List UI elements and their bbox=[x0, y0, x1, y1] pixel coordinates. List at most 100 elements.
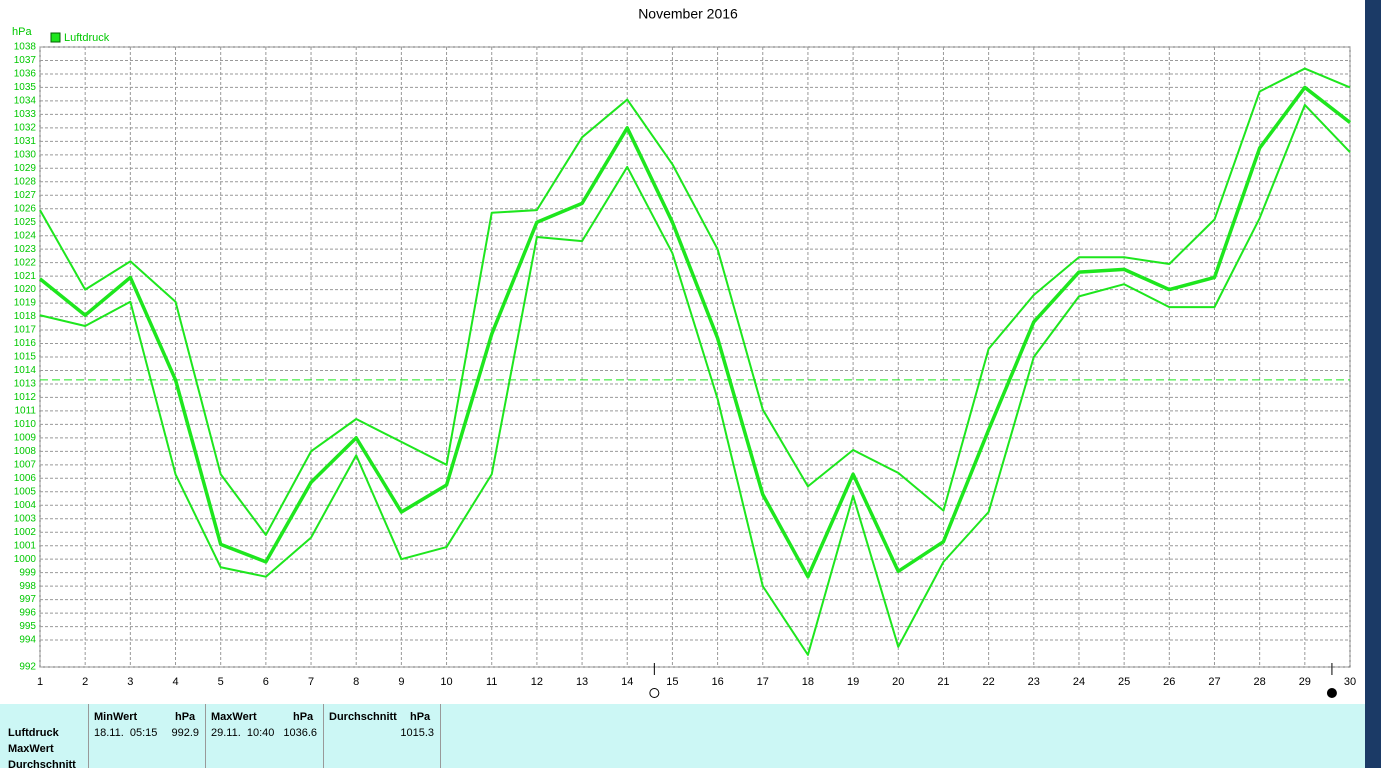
y-tick-label: 1001 bbox=[14, 540, 37, 551]
y-tick-label: 1019 bbox=[14, 298, 37, 309]
x-tick-label: 12 bbox=[531, 676, 543, 688]
moon-phase bbox=[649, 688, 660, 698]
y-tick-label: 1008 bbox=[14, 446, 37, 457]
stats-table: Luftdruck MaxWert Durchschnitt MinWert hPa 18… bbox=[0, 704, 1365, 771]
y-tick-label: 992 bbox=[19, 662, 36, 673]
y-tick-label: 1007 bbox=[14, 459, 37, 470]
y-tick-label: 1031 bbox=[14, 136, 37, 147]
range-line bbox=[39, 103, 1351, 656]
x-tick-label: 7 bbox=[308, 676, 314, 688]
x-tick-label: 19 bbox=[847, 676, 859, 688]
x-tick-label: 25 bbox=[1118, 676, 1130, 688]
y-tick-label: 1029 bbox=[14, 163, 37, 174]
column-unit: hPa bbox=[175, 711, 196, 723]
x-tick-label: 29 bbox=[1299, 676, 1311, 688]
chart: November 2016 hPa Luftdruck 992 994 995 996… bbox=[12, 6, 1356, 698]
y-tick-label: 1013 bbox=[14, 379, 37, 390]
y-tick-label: 1006 bbox=[14, 473, 37, 484]
y-tick-label: 1002 bbox=[14, 527, 37, 538]
y-tick-label: 994 bbox=[19, 635, 36, 646]
x-tick-label: 13 bbox=[576, 676, 588, 688]
x-tick-label: 21 bbox=[937, 676, 949, 688]
y-tick-label: 1033 bbox=[14, 109, 37, 120]
y-tick-label: 1018 bbox=[14, 311, 37, 322]
y-tick-label: 1038 bbox=[14, 42, 37, 53]
column-separator bbox=[205, 704, 206, 768]
x-tick-label: 30 bbox=[1344, 676, 1356, 688]
cell-value: 992.9 bbox=[171, 727, 199, 739]
y-tick-label: 1030 bbox=[14, 149, 37, 160]
x-tick-label: 17 bbox=[757, 676, 769, 688]
y-tick-label: 1022 bbox=[14, 257, 37, 268]
column-unit: hPa bbox=[293, 711, 314, 723]
x-tick-label: 5 bbox=[218, 676, 224, 688]
column-separator bbox=[88, 704, 89, 768]
x-tick-label: 23 bbox=[1028, 676, 1040, 688]
x-tick-label: 18 bbox=[802, 676, 814, 688]
y-tick-label: 1009 bbox=[14, 433, 37, 444]
y-tick-label: 1004 bbox=[14, 500, 37, 511]
y-axis-label: hPa bbox=[12, 26, 32, 38]
y-tick-label: 1034 bbox=[14, 96, 37, 107]
x-tick-label: 11 bbox=[486, 676, 497, 688]
x-tick-label: 4 bbox=[172, 676, 178, 688]
y-tick-label: 1032 bbox=[14, 123, 37, 134]
y-tick-label: 1020 bbox=[14, 284, 37, 295]
y-tick-label: 998 bbox=[19, 581, 36, 592]
y-tick-label: 1036 bbox=[14, 69, 37, 80]
x-tick-label: 2 bbox=[82, 676, 88, 688]
x-tick-label: 9 bbox=[398, 676, 404, 688]
column-separator bbox=[440, 704, 441, 768]
legend-swatch bbox=[50, 32, 61, 43]
window-edge bbox=[1365, 0, 1381, 768]
y-tick-label: 1003 bbox=[14, 513, 37, 524]
y-tick-label: 1023 bbox=[14, 244, 37, 255]
x-tick-label: 28 bbox=[1254, 676, 1266, 688]
y-tick-label: 1026 bbox=[14, 203, 37, 214]
y-tick-label: 1017 bbox=[14, 325, 37, 336]
moon-phase bbox=[1326, 688, 1337, 698]
cell-value: 1036.6 bbox=[283, 727, 317, 739]
x-tick-label: 15 bbox=[666, 676, 678, 688]
cell-time: 29.11. 10:40 bbox=[211, 727, 275, 739]
y-tick-label: 1015 bbox=[14, 352, 37, 363]
y-tick-label: 1012 bbox=[14, 392, 37, 403]
column-header: Durchschnitt bbox=[329, 711, 397, 723]
y-tick-label: 996 bbox=[19, 608, 36, 619]
x-tick-label: 27 bbox=[1208, 676, 1220, 688]
x-tick-label: 24 bbox=[1073, 676, 1085, 688]
chart-title: November 2016 bbox=[638, 6, 738, 22]
y-tick-label: 995 bbox=[19, 621, 36, 632]
legend-label: Luftdruck bbox=[64, 32, 110, 44]
cell-value: 1015.3 bbox=[400, 727, 434, 739]
cell-time: 18.11. 05:15 bbox=[94, 727, 158, 739]
y-tick-label: 1000 bbox=[14, 554, 37, 565]
x-tick-label: 16 bbox=[711, 676, 723, 688]
x-tick-label: 10 bbox=[440, 676, 452, 688]
x-tick-label: 14 bbox=[621, 676, 633, 688]
y-tick-label: 1024 bbox=[14, 230, 37, 241]
row-label: Luftdruck bbox=[8, 727, 59, 739]
y-tick-label: 1005 bbox=[14, 486, 37, 497]
x-tick-label: 26 bbox=[1163, 676, 1175, 688]
column-separator bbox=[323, 704, 324, 768]
y-tick-label: 1025 bbox=[14, 217, 37, 228]
row-label: Durchschnitt bbox=[8, 759, 76, 771]
y-tick-label: 1014 bbox=[14, 365, 37, 376]
y-tick-label: 997 bbox=[19, 594, 36, 605]
column-header: MaxWert bbox=[211, 711, 257, 723]
y-tick-label: 1028 bbox=[14, 176, 37, 187]
y-tick-label: 1037 bbox=[14, 55, 37, 66]
y-tick-label: 1021 bbox=[14, 271, 37, 282]
y-tick-label: 1027 bbox=[14, 190, 37, 201]
y-tick-label: 999 bbox=[19, 567, 36, 578]
x-tick-label: 8 bbox=[353, 676, 359, 688]
x-tick-label: 3 bbox=[127, 676, 133, 688]
range-line bbox=[39, 67, 1351, 536]
y-tick-label: 1035 bbox=[14, 82, 37, 93]
column-header: MinWert bbox=[94, 711, 138, 723]
column-unit: hPa bbox=[410, 711, 431, 723]
line-series bbox=[38, 85, 1352, 579]
y-tick-label: 1016 bbox=[14, 338, 37, 349]
